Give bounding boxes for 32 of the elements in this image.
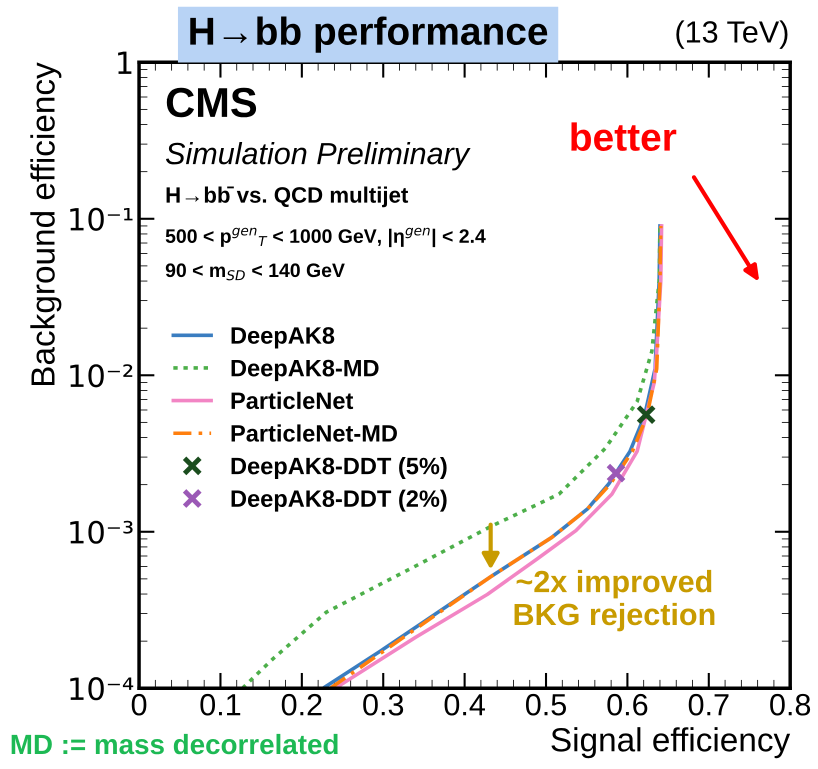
annotation: 90 < m$_{SD}$ < 140 GeV — [166, 263, 345, 280]
x-tick-label: 0.4 — [444, 694, 485, 716]
x-tick-label: 0.8 — [770, 694, 810, 716]
x-axis-title: Signal efficiency — [551, 727, 790, 758]
annotation: 500 < p$^{gen}$$_{T}$ < 1000 GeV, |η$^{gen}$| < 2.4 — [166, 228, 486, 248]
x-tick-label: 0.7 — [688, 694, 729, 716]
x-tick-label: 0.1 — [200, 694, 240, 716]
x-tick-label: 0.5 — [526, 694, 566, 716]
x-tick-label: 0 — [132, 694, 146, 716]
text: MD := mass decorrelated — [12, 734, 338, 754]
annotation: better — [571, 122, 676, 151]
text: (13 TeV) — [676, 20, 788, 49]
y-tick-label: 1 — [118, 52, 132, 74]
x-tick-label: 0.3 — [363, 694, 404, 716]
legend-label: DeepAK8-DDT (2%) — [232, 490, 447, 512]
legend-label: ParticleNet-MD — [232, 424, 397, 442]
annotation: H→bb̄ vs. QCD multijet — [166, 186, 408, 208]
annotation: CMS — [166, 88, 256, 118]
y-axis-title: Background efficiency — [30, 62, 62, 386]
legend-label: DeepAK8 — [232, 327, 334, 349]
x-tick-label: 0.2 — [282, 694, 322, 716]
legend-label: ParticleNet — [232, 392, 354, 410]
y-tick-label: 10⁻² — [70, 364, 132, 388]
annotation: Simulation Preliminary — [166, 142, 471, 170]
legend-label: DeepAK8-MD — [232, 360, 379, 382]
chart-title: H→bb performance — [190, 16, 548, 53]
y-tick-label: 10⁻³ — [70, 520, 133, 544]
y-tick-label: 10⁻⁴ — [70, 677, 134, 700]
x-tick-label: 0.6 — [607, 694, 648, 716]
y-tick-label: 10⁻¹ — [70, 208, 133, 231]
annotation: ~2x improved BKG rejection — [514, 570, 714, 632]
legend-label: DeepAK8-DDT (5%) — [232, 457, 447, 480]
